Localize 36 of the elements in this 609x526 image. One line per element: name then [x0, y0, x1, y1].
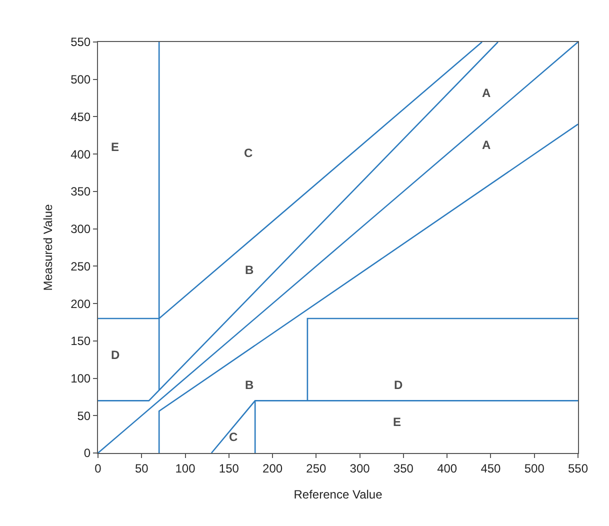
annotation: E	[111, 140, 120, 154]
x-tick-label: 0	[94, 461, 102, 476]
x-tick-label: 200	[262, 461, 283, 476]
y-tick-label: 550	[70, 35, 91, 50]
y-tick-label: 150	[70, 334, 91, 348]
x-tick-label: 400	[437, 461, 458, 476]
y-tick-label: 0	[84, 446, 91, 460]
annotation: B	[245, 378, 254, 392]
annotation: D	[394, 378, 403, 392]
x-axis-title: Reference Value	[294, 487, 383, 502]
y-tick-label: 450	[70, 110, 91, 124]
x-tick-label: 550	[568, 461, 588, 476]
annotation: D	[111, 348, 120, 362]
x-tick-label: 350	[393, 461, 414, 476]
x-tick-label: 450	[480, 461, 502, 476]
y-tick-label: 300	[70, 222, 91, 236]
y-tick-label: 400	[70, 147, 91, 162]
x-tick-label: 300	[350, 461, 370, 476]
y-tick-label: 50	[77, 408, 91, 423]
annotation: C	[244, 146, 253, 160]
annotation: C	[229, 430, 238, 444]
y-tick-label: 100	[70, 371, 91, 386]
annotation: E	[393, 415, 402, 429]
x-tick-label: 250	[306, 461, 327, 476]
x-tick-label: 150	[218, 461, 240, 476]
y-tick-label: 500	[70, 72, 91, 87]
y-tick-label: 200	[70, 296, 91, 311]
x-tick-label: 50	[134, 461, 149, 476]
annotation: A	[482, 86, 491, 100]
annotation: A	[482, 138, 491, 152]
x-tick-label: 500	[524, 461, 545, 476]
annotation: B	[245, 263, 254, 277]
y-tick-label: 350	[70, 184, 91, 199]
x-tick-label: 100	[175, 461, 196, 476]
y-tick-label: 250	[70, 259, 91, 274]
y-axis-title: Measured Value	[40, 204, 55, 291]
